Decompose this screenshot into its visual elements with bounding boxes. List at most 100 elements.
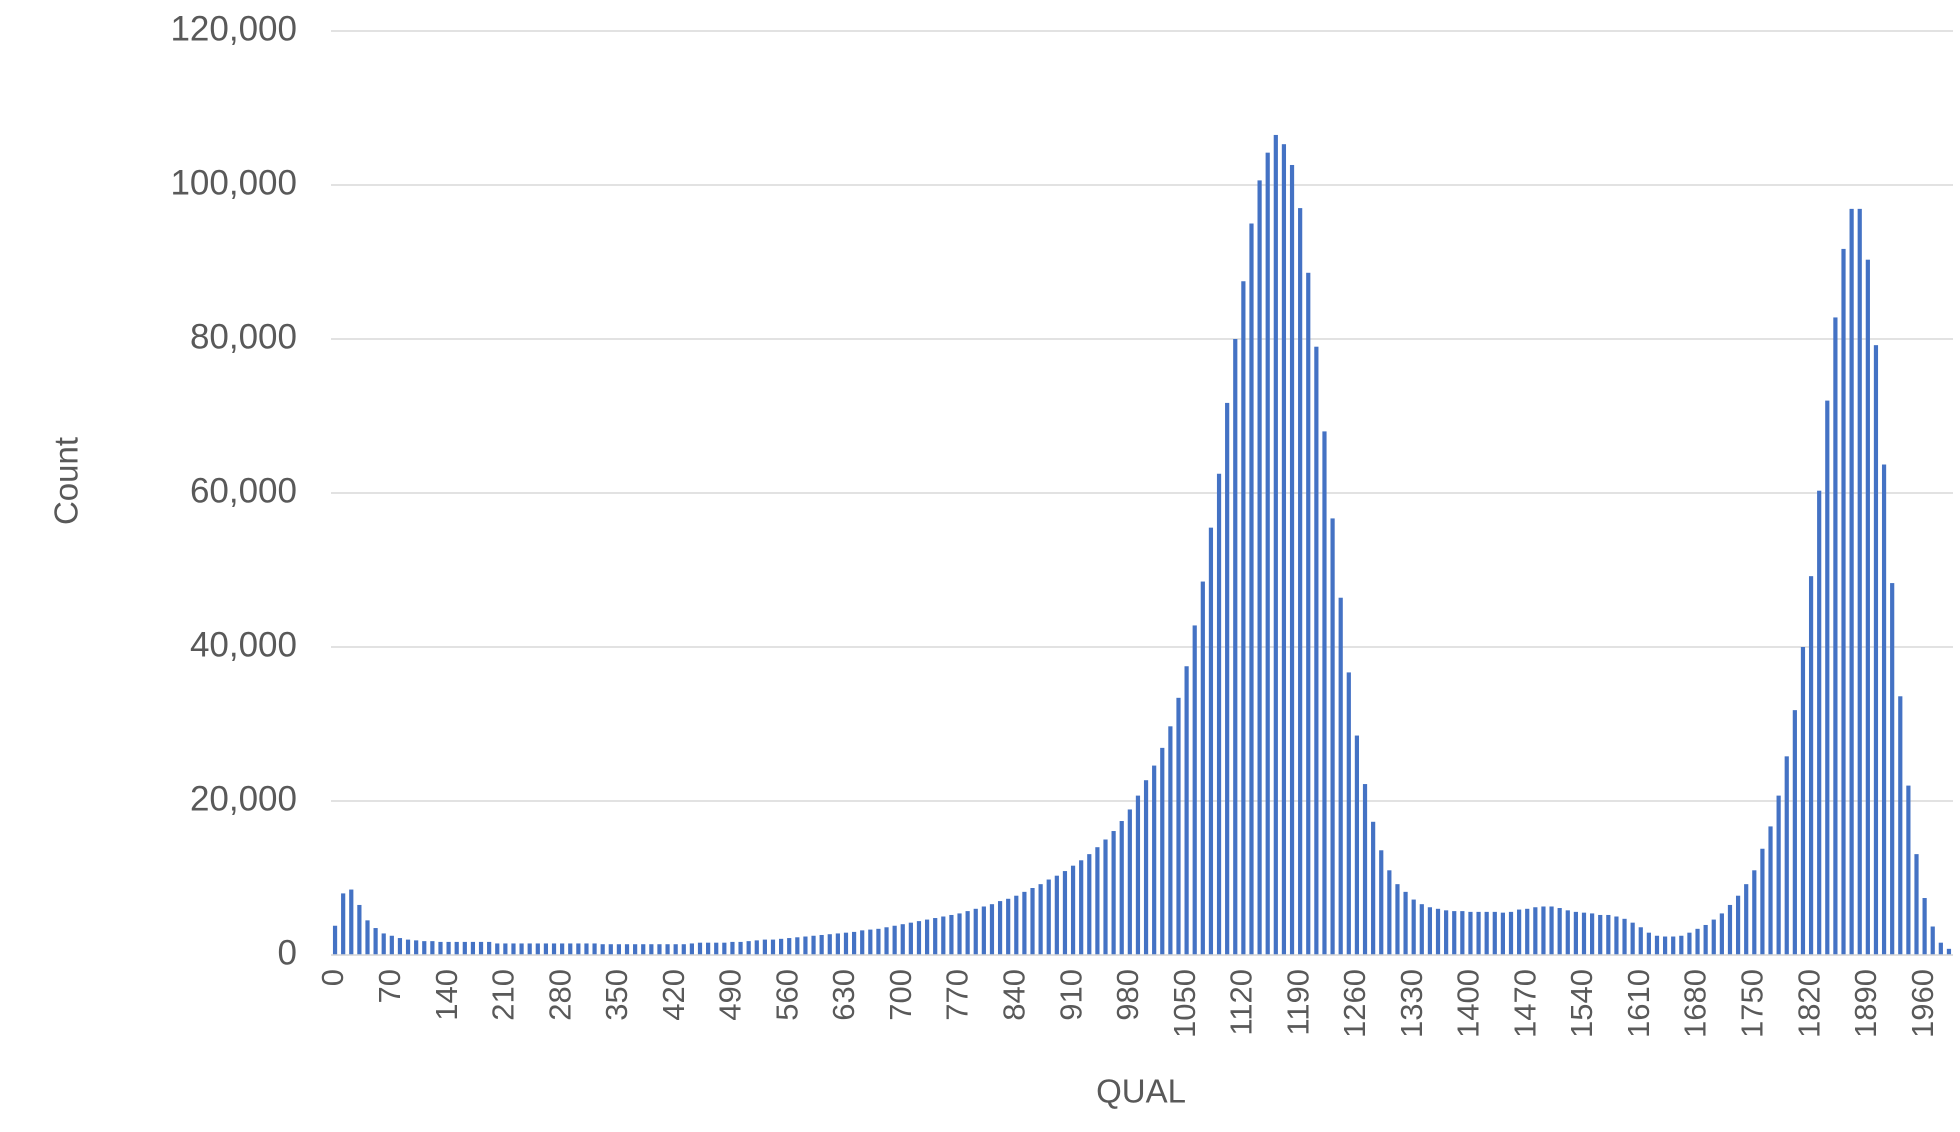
- bar: [1249, 223, 1254, 955]
- bar: [1306, 272, 1311, 955]
- bar: [568, 943, 573, 955]
- bar: [1241, 281, 1246, 955]
- bar: [1533, 907, 1538, 955]
- bar: [819, 934, 824, 955]
- bar: [803, 936, 808, 955]
- bar: [1257, 180, 1262, 955]
- bar: [851, 931, 857, 955]
- bar: [1225, 402, 1230, 955]
- bar: [624, 944, 630, 955]
- bar: [1087, 854, 1092, 955]
- bar: [633, 944, 638, 955]
- x-tick-label: 70: [372, 969, 407, 1003]
- bar: [1679, 935, 1684, 955]
- bar: [1768, 826, 1773, 955]
- bar: [1427, 907, 1433, 955]
- bar: [1614, 916, 1619, 955]
- bar: [746, 941, 751, 955]
- bar: [1727, 904, 1733, 955]
- bar: [1362, 784, 1368, 955]
- bar: [1792, 710, 1797, 955]
- bar: [1119, 821, 1124, 955]
- bar: [1833, 317, 1838, 955]
- bar: [1581, 912, 1587, 955]
- bar: [1865, 259, 1870, 955]
- bar: [787, 938, 792, 955]
- bar: [689, 943, 694, 955]
- bar: [1273, 134, 1278, 955]
- x-tick-label: 700: [883, 969, 918, 1021]
- bar: [1881, 464, 1887, 955]
- bar: [795, 937, 800, 955]
- bar: [551, 943, 557, 955]
- bar: [1687, 932, 1692, 955]
- y-tick-label: 100,000: [170, 163, 297, 202]
- bar: [341, 893, 346, 955]
- bar: [454, 941, 459, 955]
- bar: [1103, 839, 1108, 955]
- y-tick-label: 120,000: [170, 9, 297, 48]
- bar: [1314, 346, 1319, 955]
- bar: [1549, 906, 1554, 955]
- bar: [722, 942, 727, 955]
- bar: [1922, 898, 1927, 955]
- bar: [1508, 911, 1514, 955]
- bar: [1784, 756, 1789, 955]
- y-tick-label: 40,000: [190, 625, 297, 664]
- x-tick-label: 1820: [1791, 969, 1826, 1038]
- bar: [1079, 860, 1084, 955]
- bar: [641, 944, 646, 955]
- bar: [349, 889, 354, 955]
- bar: [673, 944, 678, 955]
- x-tick-label: 1190: [1280, 969, 1315, 1036]
- bar: [1379, 850, 1384, 955]
- bar: [470, 941, 476, 955]
- bar: [1517, 909, 1522, 955]
- bar: [843, 932, 849, 955]
- bar: [373, 928, 378, 955]
- bar: [1808, 576, 1814, 955]
- bar: [1557, 908, 1562, 955]
- bar: [1744, 884, 1749, 955]
- bar: [422, 941, 427, 955]
- bar: [616, 944, 622, 955]
- x-tick-label: 1400: [1451, 969, 1486, 1038]
- bar: [478, 941, 484, 955]
- x-tick-label: 210: [486, 969, 521, 1021]
- x-tick-label: 1680: [1678, 969, 1713, 1038]
- x-tick-label: 980: [1110, 969, 1145, 1021]
- x-tick-label: 560: [769, 969, 804, 1021]
- bar: [1022, 891, 1027, 955]
- bar: [560, 943, 565, 955]
- bar: [1590, 913, 1595, 955]
- bar: [868, 929, 873, 955]
- bar: [1662, 936, 1668, 955]
- bar: [1127, 809, 1132, 955]
- bar: [1338, 597, 1343, 955]
- bar: [511, 943, 516, 955]
- bar: [1135, 795, 1141, 955]
- x-tick-label: 910: [1053, 969, 1088, 1021]
- x-tick-label: 1610: [1621, 969, 1656, 1038]
- x-tick-label: 140: [429, 969, 464, 1021]
- bar: [1281, 144, 1287, 955]
- bar: [397, 938, 403, 955]
- bar: [835, 933, 840, 955]
- bar: [1143, 780, 1149, 955]
- bar: [1573, 911, 1578, 955]
- bar: [1095, 847, 1100, 955]
- bar: [608, 944, 613, 955]
- bar: [576, 943, 581, 955]
- bar: [519, 943, 524, 955]
- bar: [1825, 400, 1830, 956]
- bar: [1622, 918, 1627, 955]
- bar: [1735, 895, 1741, 955]
- x-tick-label: 350: [599, 969, 634, 1021]
- bar: [1671, 936, 1676, 955]
- bar: [1468, 911, 1473, 955]
- bar: [1914, 854, 1919, 955]
- bar: [1371, 821, 1376, 955]
- bar: [1403, 891, 1408, 955]
- bar: [584, 943, 589, 955]
